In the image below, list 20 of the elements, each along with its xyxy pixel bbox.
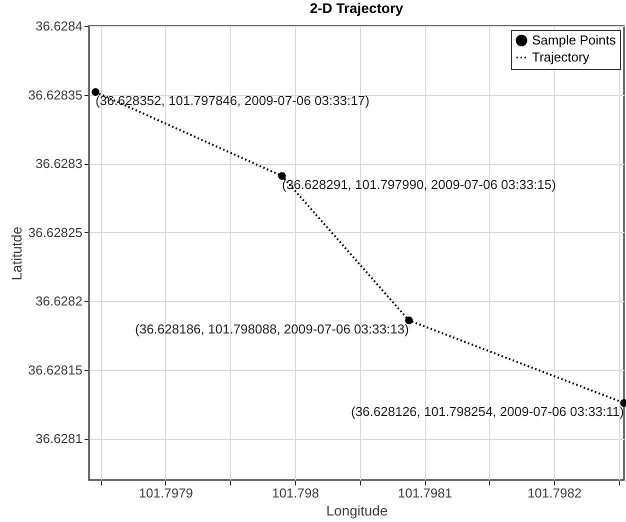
annotation: (36.628291, 101.797990, 2009-07-06 03:33:15) xyxy=(282,176,556,192)
y-tick-label: 36.6282 xyxy=(36,294,82,309)
y-tick-label: 36.62825 xyxy=(28,224,82,240)
legend-label: Trajectory xyxy=(532,50,590,64)
point xyxy=(92,88,100,96)
y-tick-label: 36.62815 xyxy=(28,362,82,378)
x-tick-label: 101.798 xyxy=(272,486,319,500)
y-tick-label: 36.62835 xyxy=(28,87,82,102)
y-axis-title: Latitutde xyxy=(8,226,24,280)
chart-title: 2-D Trajectory xyxy=(310,0,404,16)
x-tick-label: 101.7982 xyxy=(527,486,582,500)
legend-label: Sample Points xyxy=(532,32,616,48)
y-tick-label: 36.6281 xyxy=(36,431,82,446)
x-tick-label: 101.7981 xyxy=(398,486,452,500)
x-axis-title: Longitude xyxy=(326,502,388,518)
y-tick-label: 36.6284 xyxy=(36,18,82,34)
annotation: (36.628126, 101.798254, 2009-07-06 03:33:11) xyxy=(351,404,624,419)
annotation: (36.628186, 101.798088, 2009-07-06 03:33:13) xyxy=(135,321,409,336)
x-tick-label: 101.7979 xyxy=(138,486,194,500)
y-tick-label: 36.6283 xyxy=(36,156,82,172)
